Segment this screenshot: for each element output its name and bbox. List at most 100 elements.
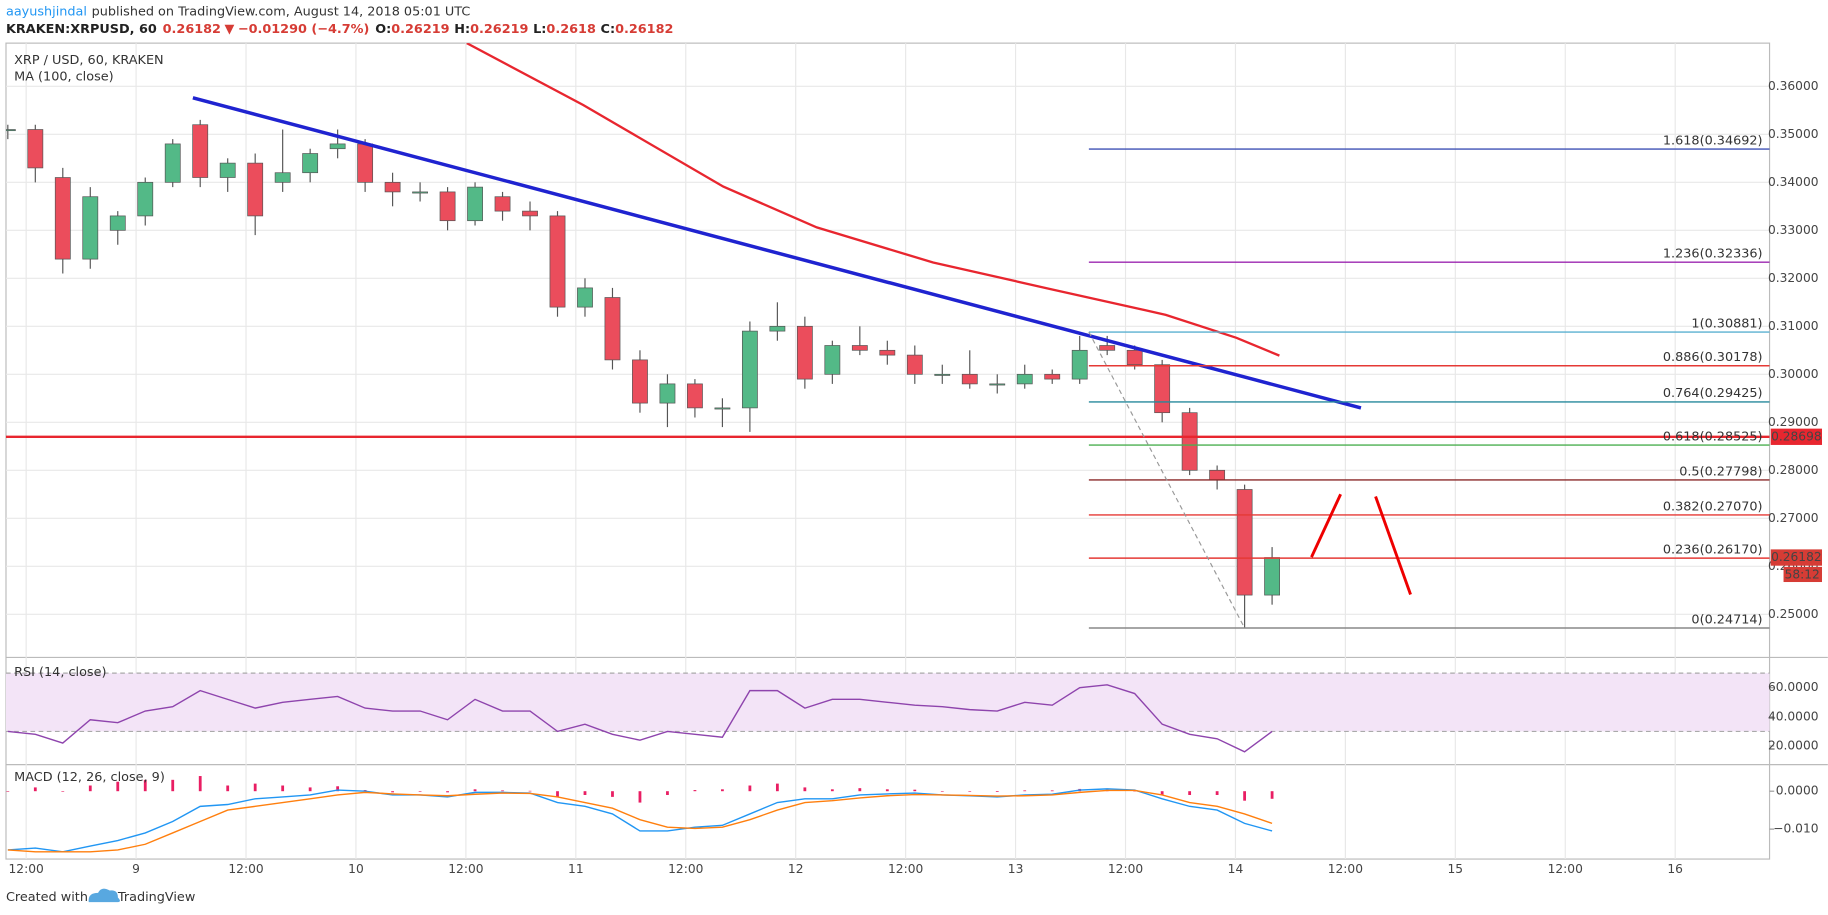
- rsi-title: RSI (14, close): [14, 665, 106, 680]
- candle-body: [164, 143, 181, 183]
- candle-body: [1209, 469, 1226, 481]
- macd-histogram-bar: [418, 791, 422, 792]
- candle-body: [412, 191, 428, 194]
- macd-histogram-bar: [1270, 791, 1274, 799]
- ohlc-val: 0.26219: [391, 22, 449, 37]
- macd-histogram-bar: [1133, 790, 1137, 792]
- chart-layer: 12:00 9 12:00 10 12:00 11 12:00 12 12:00 13 12:00 1…: [5, 43, 1823, 876]
- ohlc-key: H:: [454, 22, 470, 37]
- x-tick-label: 12:00: [1328, 862, 1363, 876]
- candle-body: [439, 191, 456, 222]
- countdown-label: 58:12: [1785, 568, 1820, 582]
- macd-histogram-bar: [253, 783, 257, 792]
- candle-body: [1264, 557, 1281, 596]
- ohlc-val: 0.26182: [615, 22, 673, 37]
- ma-line: [466, 43, 1280, 357]
- macd-histogram-bar: [1243, 791, 1247, 801]
- macd-histogram-bar: [446, 791, 449, 793]
- y-tick-label: 0.0000: [1776, 784, 1819, 798]
- x-tick-label: 12:00: [888, 862, 923, 876]
- candle-body: [5, 129, 16, 132]
- macd-histogram-bar: [611, 791, 614, 797]
- macd-histogram-bar: [1160, 791, 1164, 795]
- macd-histogram-bar: [1023, 790, 1027, 792]
- candle-body: [687, 383, 703, 409]
- candle-body: [384, 181, 401, 193]
- candle-body: [824, 345, 841, 375]
- candle-body: [467, 186, 483, 222]
- macd-histogram-bar: [1215, 791, 1219, 795]
- candle-body: [494, 196, 511, 212]
- footer-created: Created with: [6, 890, 88, 905]
- candle-body: [714, 407, 731, 410]
- x-tick-label: 9: [132, 862, 140, 876]
- x-tick-label: 12:00: [1548, 862, 1583, 876]
- fib-label: 0.764(0.29425): [1663, 386, 1763, 401]
- candle-body: [1236, 489, 1253, 596]
- brand-logo[interactable]: [88, 888, 120, 903]
- fib-diagonal: [1088, 331, 1246, 629]
- candle-body: [1044, 373, 1061, 380]
- candle-body: [796, 325, 813, 380]
- price-tag: [1770, 549, 1823, 566]
- candle-body: [82, 196, 99, 260]
- y-tick-label: 0.30000: [1768, 367, 1819, 381]
- macd-histogram-bar: [198, 776, 202, 792]
- macd-histogram-bar: [968, 791, 972, 792]
- macd-histogram-bar: [61, 791, 65, 792]
- trendline: [192, 96, 1362, 410]
- macd-histogram-bar: [143, 779, 147, 792]
- x-tick-label: 15: [1448, 862, 1464, 876]
- footer-brand[interactable]: TradingView: [117, 890, 195, 905]
- candle-body: [1016, 373, 1033, 385]
- candle-body: [879, 349, 896, 356]
- forecast-arrow: [1374, 496, 1412, 595]
- macd-histogram-bar: [391, 791, 395, 793]
- macd-histogram-bar: [995, 791, 999, 792]
- candle-body: [961, 373, 978, 385]
- x-tick-label: 12:00: [668, 862, 703, 876]
- x-tick-label: 12:00: [9, 862, 44, 876]
- symbol: KRAKEN:XRPUSD, 60: [6, 22, 157, 37]
- x-tick-label: 12:00: [228, 862, 263, 876]
- macd-histogram-bar: [88, 785, 92, 792]
- ohlc-val: 0.26219: [470, 22, 528, 37]
- candle-body: [1126, 349, 1143, 366]
- macd-histogram-bar: [116, 781, 120, 792]
- x-tick-label: 12: [788, 862, 804, 876]
- ma-legend: MA (100, close): [14, 69, 114, 84]
- candle-body: [357, 143, 374, 183]
- candle-body: [577, 287, 593, 308]
- chart-title: XRP / USD, 60, KRAKEN: [14, 53, 163, 68]
- macd-line: [7, 789, 1273, 853]
- x-tick-label: 11: [568, 862, 584, 876]
- y-tick-label: 0.35000: [1768, 127, 1819, 141]
- author[interactable]: aayushjindal: [6, 4, 87, 19]
- macd-histogram-bar: [1188, 791, 1192, 795]
- ohlc-val: 0.2618: [546, 22, 596, 37]
- y-tick-label: 0.25000: [1768, 607, 1819, 621]
- candle-body: [934, 373, 951, 376]
- y-tick-label: 0.27000: [1768, 511, 1819, 525]
- y-tick-label: 0.33000: [1768, 223, 1819, 237]
- fib-label: 1.236(0.32336): [1663, 247, 1763, 262]
- candle-body: [1071, 349, 1088, 380]
- chart-frame: [5, 42, 1771, 860]
- macd-histogram-bar: [885, 789, 889, 792]
- header-line: aayushjindal published on TradingView.com…: [6, 4, 470, 19]
- candle-body: [851, 345, 868, 351]
- support-tag-label: 0.28698: [1771, 429, 1822, 443]
- fib-label: 0(0.24714): [1691, 612, 1762, 627]
- macd-histogram-bar: [556, 791, 559, 797]
- macd-histogram-bar: [528, 790, 532, 792]
- candle-body: [54, 177, 71, 260]
- macd-histogram-bar: [501, 790, 504, 792]
- macd-histogram-bar: [913, 789, 917, 792]
- macd-histogram-bar: [803, 787, 807, 792]
- x-tick-label: 13: [1008, 862, 1024, 876]
- macd-histogram-bar: [693, 790, 697, 792]
- candle-body: [741, 330, 758, 409]
- countdown-tag: [1783, 566, 1823, 583]
- ohlc-key: L:: [533, 22, 546, 37]
